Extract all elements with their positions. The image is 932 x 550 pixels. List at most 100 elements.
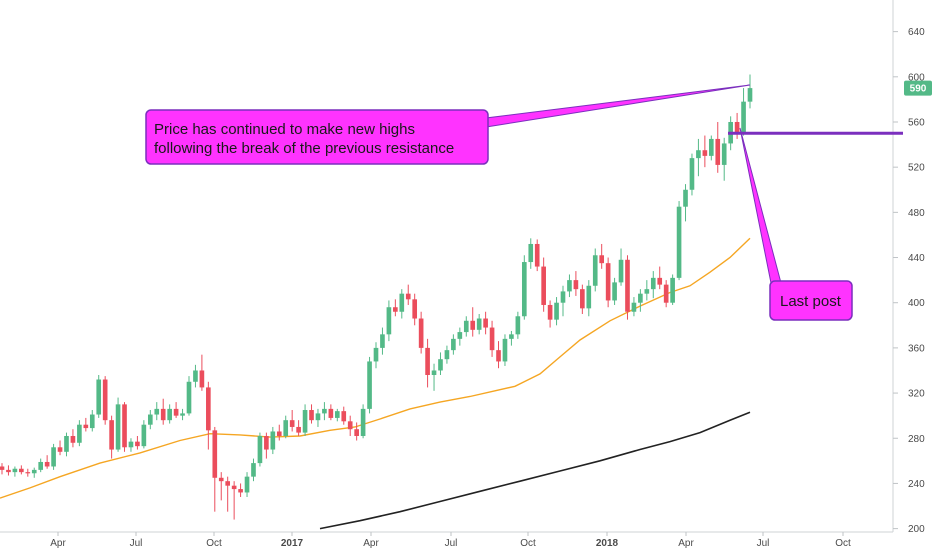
candle	[747, 74, 753, 109]
candle	[702, 135, 708, 168]
candle	[328, 404, 334, 421]
candle	[580, 284, 585, 315]
candle	[612, 277, 617, 305]
y-tick-label: 320	[908, 389, 925, 400]
candle-body	[393, 307, 398, 312]
candle	[212, 426, 218, 512]
candle	[31, 467, 37, 478]
candle	[147, 410, 153, 430]
candle-body	[122, 404, 127, 448]
candle-body	[573, 280, 579, 290]
y-tick-label: 440	[908, 253, 925, 264]
candle	[541, 257, 546, 312]
candle	[270, 426, 276, 455]
candle-body	[405, 293, 411, 300]
candle-body	[289, 420, 295, 427]
candle	[186, 376, 192, 416]
candle-body	[592, 255, 598, 286]
candle	[399, 289, 405, 319]
short-moving-average-line	[0, 237, 751, 499]
y-tick-label: 280	[908, 434, 925, 445]
candle-body	[199, 370, 205, 388]
candle	[431, 363, 437, 391]
candle	[199, 354, 205, 391]
candle-body	[567, 280, 572, 292]
candle-body	[444, 350, 450, 360]
candle-body	[702, 150, 708, 156]
candle	[238, 483, 243, 497]
candle-body	[618, 259, 624, 283]
candle-body	[276, 431, 282, 436]
x-tick-label: Oct	[835, 538, 851, 549]
candle-body	[89, 414, 95, 429]
candle-body	[580, 289, 585, 309]
candle	[77, 420, 82, 447]
candle	[135, 435, 140, 450]
candle	[625, 255, 630, 320]
candle	[334, 408, 340, 422]
candle-body	[225, 481, 231, 486]
candle-body	[193, 370, 198, 382]
candle-body	[476, 318, 482, 330]
y-tick-label: 240	[908, 479, 925, 490]
candle-body	[676, 206, 682, 278]
candle-body	[302, 410, 308, 433]
candle-body	[515, 316, 521, 335]
candle	[534, 239, 540, 272]
candle-body	[0, 466, 5, 470]
candle	[360, 404, 366, 439]
candle-body	[696, 150, 701, 159]
x-tick-label: Apr	[678, 538, 694, 549]
candle	[64, 432, 69, 457]
candle	[592, 248, 598, 292]
candle-body	[708, 138, 714, 156]
candle	[638, 289, 643, 312]
candle-body	[650, 277, 656, 290]
candle-body	[251, 463, 256, 477]
candle-body	[19, 468, 24, 473]
candle	[483, 311, 488, 335]
candle	[6, 465, 11, 476]
candle-body	[231, 485, 237, 490]
candle	[354, 422, 359, 441]
y-tick-label: 520	[908, 163, 925, 174]
candle	[89, 410, 95, 432]
candle-body	[502, 338, 508, 362]
candle-body	[12, 468, 18, 473]
candle-body	[186, 381, 192, 414]
candle	[386, 300, 392, 342]
candle	[470, 307, 476, 337]
candle-body	[315, 413, 321, 421]
candle-body	[534, 243, 540, 267]
candle-body	[360, 408, 366, 436]
candle-body	[309, 410, 314, 421]
candle-body	[451, 338, 456, 351]
x-tick-label: 2018	[596, 538, 619, 549]
candle	[721, 137, 727, 181]
candle-body	[77, 424, 82, 443]
x-tick-label: Oct	[206, 538, 222, 549]
candle	[618, 248, 624, 286]
candle	[463, 316, 469, 337]
candle-body	[283, 420, 289, 436]
candle-body	[257, 435, 263, 464]
candle	[244, 472, 250, 497]
candle	[70, 429, 76, 448]
candle-body	[521, 262, 527, 317]
candle-body	[425, 347, 430, 375]
candle	[173, 402, 179, 418]
y-tick-label: 640	[908, 27, 925, 38]
candle	[83, 417, 89, 432]
candle-body	[683, 189, 688, 207]
x-tick-label: Oct	[520, 538, 536, 549]
candle-body	[373, 347, 379, 362]
candle-body	[715, 138, 721, 165]
candle-body	[457, 332, 463, 339]
last-post-callout: Last post	[739, 127, 853, 321]
candle	[315, 408, 321, 427]
candle	[438, 352, 443, 375]
time-axis: Apr Jul Oct 2017 Apr Jul Oct 2018 Apr Jul Oct	[50, 532, 851, 549]
candle-body	[605, 263, 611, 301]
candle-body	[322, 408, 327, 414]
